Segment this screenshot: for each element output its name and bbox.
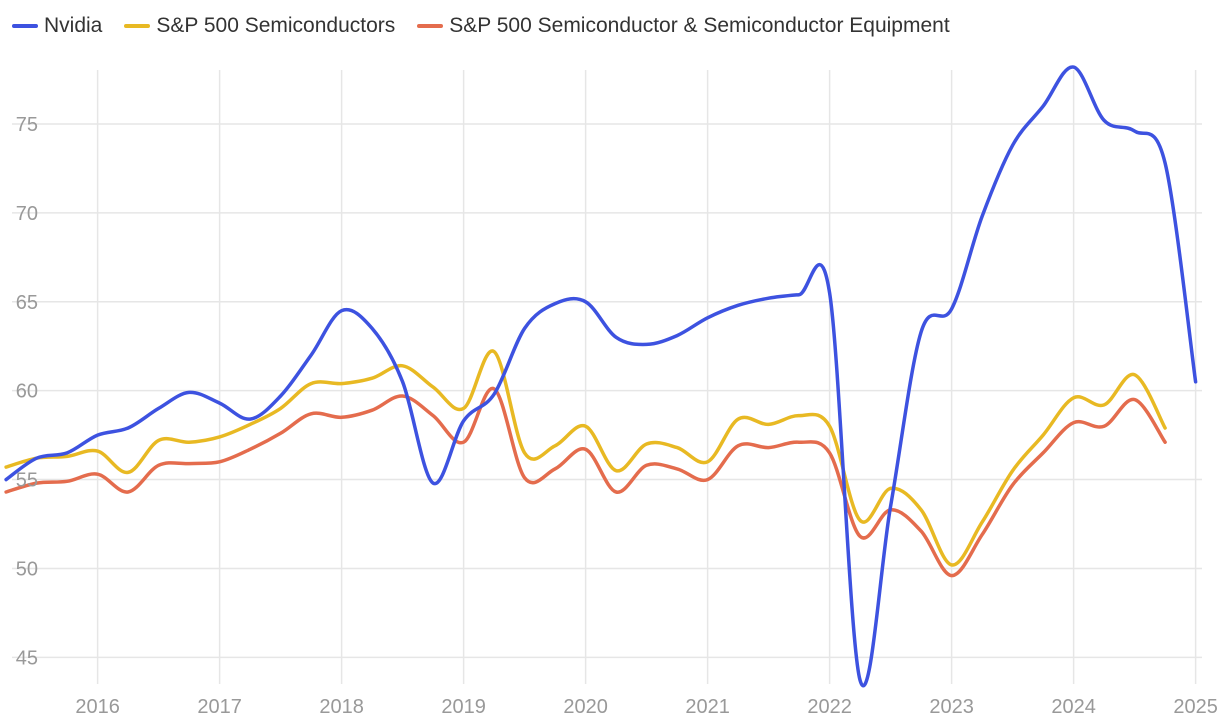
series-layer [4, 65, 1198, 688]
x-gridlines [96, 70, 1197, 684]
legend-item: S&P 500 Semiconductor & Semiconductor Eq… [417, 14, 950, 38]
legend-label: Nvidia [44, 14, 103, 37]
legend-swatch [124, 24, 151, 28]
y-tick-label: 60 [16, 381, 38, 403]
x-tick-label: 2025 [1173, 696, 1218, 718]
y-axis-tick-labels: 45 50 55 60 65 70 75 [16, 114, 38, 669]
x-tick-label: 2017 [197, 696, 242, 718]
x-tick-label: 2019 [441, 696, 486, 718]
series-line-2 [4, 387, 1167, 578]
legend-item: Nvidia [12, 14, 102, 38]
series-line-1 [4, 349, 1167, 567]
x-tick-label: 2018 [319, 696, 364, 718]
x-tick-label: 2023 [929, 696, 974, 718]
legend-swatch [12, 24, 38, 28]
x-axis-tick-labels: 2016 2017 2018 2019 2020 2021 2022 2023 2024 2025 [75, 696, 1218, 718]
x-tick-label: 2024 [1051, 696, 1096, 718]
x-tick-label: 2021 [685, 696, 730, 718]
legend-swatch [417, 24, 444, 28]
y-tick-label: 50 [16, 558, 38, 580]
y-tick-label: 45 [16, 647, 38, 669]
y-tick-label: 70 [16, 203, 38, 225]
x-tick-label: 2016 [75, 696, 120, 718]
series-line-0 [4, 65, 1198, 688]
legend-label: S&P 500 Semiconductors [156, 14, 396, 37]
x-tick-label: 2020 [563, 696, 608, 718]
y-tick-label: 55 [16, 470, 38, 492]
x-tick-label: 2022 [807, 696, 852, 718]
legend-item: S&P 500 Semiconductors [124, 14, 395, 38]
y-tick-label: 75 [16, 114, 38, 136]
legend-label: S&P 500 Semiconductor & Semiconductor Eq… [449, 14, 950, 37]
y-tick-label: 65 [16, 292, 38, 314]
legend: Nvidia S&P 500 Semiconductors S&P 500 Semi… [12, 12, 950, 40]
